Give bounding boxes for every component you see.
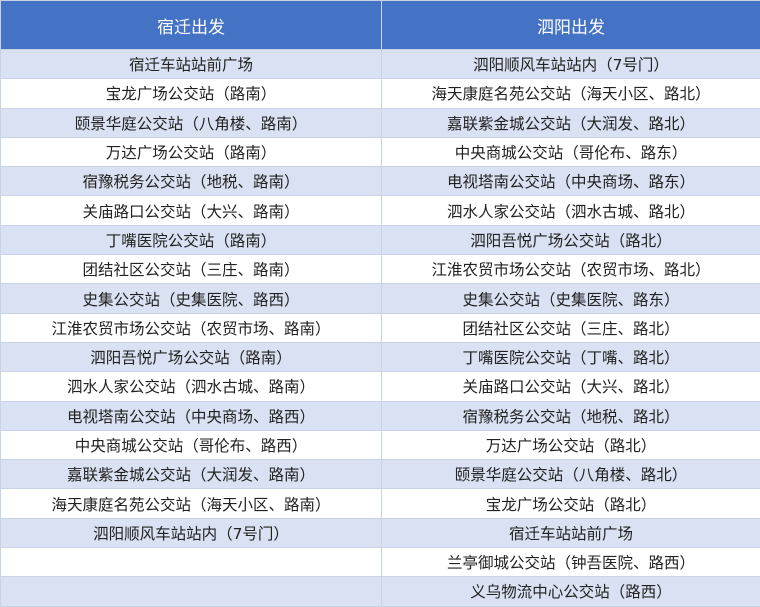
suqian-stop-cell: 团结社区公交站（三庄、路南） [0, 254, 382, 285]
suqian-stop-cell: 泗水人家公交站（泗水古城、路南） [0, 371, 382, 402]
siyang-stop-cell: 丁嘴医院公交站（丁嘴、路北） [381, 341, 760, 373]
table-row: 中央商城公交站（哥伦布、路西） 万达广场公交站（路北） [0, 429, 760, 461]
siyang-stop-cell: 泗阳顺风车站站内（7号门） [381, 48, 760, 80]
suqian-stop-cell: 江淮农贸市场公交站（农贸市场、路南） [0, 312, 382, 343]
table-row: 义乌物流中心公交站（路西） [0, 576, 760, 607]
table-body: 宿迁车站站前广场 泗阳顺风车站站内（7号门） 宝龙广场公交站（路南） 海天康庭名苑公交… [0, 48, 760, 607]
siyang-stop-cell: 宿豫税务公交站（地税、路北） [381, 400, 760, 431]
suqian-stop-cell: 中央商城公交站（哥伦布、路西） [0, 429, 382, 461]
suqian-stop-cell: 嘉联紫金城公交站（大润发、路南） [0, 459, 382, 490]
siyang-stop-cell: 泗阳吾悦广场公交站（路北） [381, 224, 760, 256]
table-row: 电视塔南公交站（中央商场、路西） 宿豫税务公交站（地税、路北） [0, 400, 760, 431]
table-row: 江淮农贸市场公交站（农贸市场、路南） 团结社区公交站（三庄、路北） [0, 312, 760, 343]
siyang-stop-cell: 嘉联紫金城公交站（大润发、路北） [381, 107, 760, 138]
suqian-stop-cell: 宿豫税务公交站（地税、路南） [0, 166, 382, 197]
table-row: 泗水人家公交站（泗水古城、路南） 关庙路口公交站（大兴、路北） [0, 371, 760, 402]
table-row: 万达广场公交站（路南） 中央商城公交站（哥伦布、路东） [0, 136, 760, 168]
siyang-stop-cell: 宿迁车站站前广场 [381, 517, 760, 549]
siyang-stop-cell: 义乌物流中心公交站（路西） [381, 576, 760, 607]
table-row: 关庙路口公交站（大兴、路南） 泗水人家公交站（泗水古城、路北） [0, 195, 760, 226]
siyang-stop-cell: 团结社区公交站（三庄、路北） [381, 312, 760, 343]
suqian-stop-cell: 宿迁车站站前广场 [0, 48, 382, 80]
suqian-stop-cell: 丁嘴医院公交站（路南） [0, 224, 382, 256]
suqian-stop-cell [0, 547, 382, 578]
siyang-stop-cell: 电视塔南公交站（中央商场、路东） [381, 166, 760, 197]
header-row: 宿迁出发 泗阳出发 [0, 0, 760, 50]
suqian-stop-cell: 史集公交站（史集医院、路西） [0, 283, 382, 314]
siyang-stop-cell: 江淮农贸市场公交站（农贸市场、路北） [381, 254, 760, 285]
siyang-stop-cell: 颐景华庭公交站（八角楼、路北） [381, 459, 760, 490]
header-suqian-departure: 宿迁出发 [0, 0, 382, 50]
suqian-stop-cell: 海天康庭名苑公交站（海天小区、路南） [0, 488, 382, 519]
header-siyang-departure: 泗阳出发 [381, 0, 760, 50]
siyang-stop-cell: 泗水人家公交站（泗水古城、路北） [381, 195, 760, 226]
suqian-stop-cell: 关庙路口公交站（大兴、路南） [0, 195, 382, 226]
siyang-stop-cell: 海天康庭名苑公交站（海天小区、路北） [381, 78, 760, 109]
table-row: 宿迁车站站前广场 泗阳顺风车站站内（7号门） [0, 48, 760, 80]
siyang-stop-cell: 万达广场公交站（路北） [381, 429, 760, 461]
table-row: 嘉联紫金城公交站（大润发、路南） 颐景华庭公交站（八角楼、路北） [0, 459, 760, 490]
siyang-stop-cell: 关庙路口公交站（大兴、路北） [381, 371, 760, 402]
suqian-stop-cell: 泗阳吾悦广场公交站（路南） [0, 341, 382, 373]
table-row: 团结社区公交站（三庄、路南） 江淮农贸市场公交站（农贸市场、路北） [0, 254, 760, 285]
table-row: 兰亭御城公交站（钟吾医院、路西） [0, 547, 760, 578]
table-row: 颐景华庭公交站（八角楼、路南） 嘉联紫金城公交站（大润发、路北） [0, 107, 760, 138]
siyang-stop-cell: 宝龙广场公交站（路北） [381, 488, 760, 519]
siyang-stop-cell: 中央商城公交站（哥伦布、路东） [381, 136, 760, 168]
siyang-stop-cell: 史集公交站（史集医院、路东） [381, 283, 760, 314]
siyang-stop-cell: 兰亭御城公交站（钟吾医院、路西） [381, 547, 760, 578]
table-row: 史集公交站（史集医院、路西） 史集公交站（史集医院、路东） [0, 283, 760, 314]
suqian-stop-cell: 泗阳顺风车站站内（7号门） [0, 517, 382, 549]
table-row: 泗阳吾悦广场公交站（路南） 丁嘴医院公交站（丁嘴、路北） [0, 341, 760, 373]
suqian-stop-cell: 电视塔南公交站（中央商场、路西） [0, 400, 382, 431]
table-row: 宿豫税务公交站（地税、路南） 电视塔南公交站（中央商场、路东） [0, 166, 760, 197]
suqian-stop-cell [0, 576, 382, 607]
table-row: 宝龙广场公交站（路南） 海天康庭名苑公交站（海天小区、路北） [0, 78, 760, 109]
table-row: 海天康庭名苑公交站（海天小区、路南） 宝龙广场公交站（路北） [0, 488, 760, 519]
suqian-stop-cell: 颐景华庭公交站（八角楼、路南） [0, 107, 382, 138]
suqian-stop-cell: 宝龙广场公交站（路南） [0, 78, 382, 109]
suqian-stop-cell: 万达广场公交站（路南） [0, 136, 382, 168]
table-row: 泗阳顺风车站站内（7号门） 宿迁车站站前广场 [0, 517, 760, 549]
table-row: 丁嘴医院公交站（路南） 泗阳吾悦广场公交站（路北） [0, 224, 760, 256]
